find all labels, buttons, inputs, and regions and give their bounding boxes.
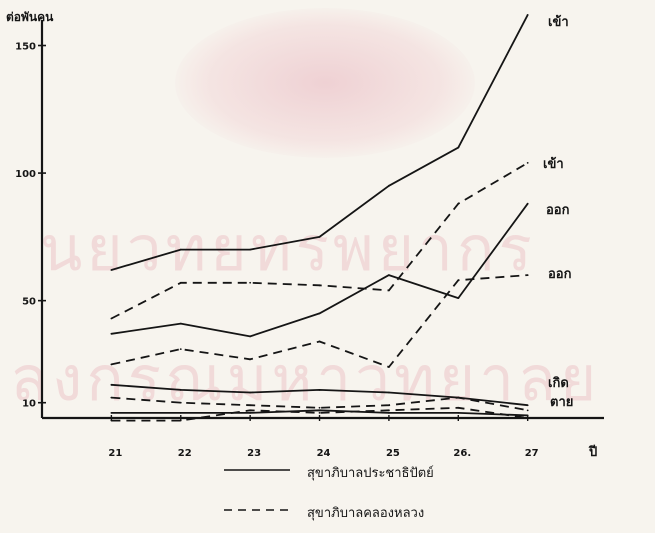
- data-point: [318, 406, 321, 409]
- data-point: [388, 411, 390, 414]
- data-point: [526, 274, 529, 277]
- data-point: [388, 391, 390, 394]
- data-point: [457, 202, 460, 205]
- y-tick-label: 10: [22, 399, 36, 410]
- data-point: [179, 411, 182, 414]
- data-point: [318, 284, 321, 287]
- legend: สุขาภิบาลประชาธิปัตย์ สุขาภิบาลคลองหลวง: [222, 462, 522, 522]
- data-point: [110, 269, 113, 271]
- data-point: [318, 411, 321, 414]
- data-point: [457, 146, 460, 149]
- data-point: [457, 396, 460, 399]
- data-point: [318, 340, 321, 343]
- y-tick-label: 50: [22, 297, 36, 308]
- data-point: [526, 414, 529, 417]
- data-point: [110, 411, 113, 414]
- data-point: [179, 389, 182, 391]
- data-point: [179, 248, 182, 251]
- data-point: [457, 406, 460, 409]
- data-point: [249, 335, 252, 338]
- data-point: [249, 409, 252, 412]
- data-point: [110, 332, 113, 335]
- data-point: [526, 409, 529, 412]
- x-tick-label: 22: [178, 448, 192, 459]
- data-point: [179, 401, 182, 404]
- data-point: [110, 396, 113, 399]
- series-annotation: ออก: [548, 267, 572, 282]
- data-point: [318, 235, 321, 238]
- x-tick-label: 24: [317, 448, 331, 459]
- data-point: [249, 411, 252, 414]
- series-annotation: เข้า: [548, 14, 569, 30]
- data-point: [249, 404, 252, 407]
- data-point: [388, 184, 390, 187]
- data-point: [457, 297, 460, 299]
- legend-label-dashed: สุขาภิบาลคลองหลวง: [307, 506, 425, 521]
- x-tick-label: 21: [108, 448, 122, 459]
- y-axis-title: ต่อพันคน: [6, 10, 54, 24]
- data-point: [179, 281, 182, 284]
- data-point: [110, 383, 113, 386]
- legend-swatch-solid: [224, 469, 290, 471]
- data-point: [526, 202, 529, 205]
- data-point: [249, 391, 252, 394]
- data-point: [526, 161, 529, 164]
- series-annotation: เกิด: [548, 376, 569, 391]
- legend-item-dashed: สุขาภิบาลคลองหลวง: [222, 502, 522, 524]
- data-point: [110, 363, 113, 366]
- x-tick-label: 25: [386, 448, 400, 459]
- x-tick-label: 23: [247, 448, 261, 459]
- data-point: [388, 404, 390, 407]
- data-point: [457, 279, 460, 282]
- data-point: [526, 404, 529, 407]
- data-point: [179, 419, 182, 422]
- y-tick-label: 150: [15, 42, 36, 53]
- watermark-emblem: [175, 8, 475, 158]
- x-tick-label: 26.: [453, 448, 471, 459]
- series-annotation: ออก: [546, 203, 570, 218]
- data-point: [526, 417, 529, 419]
- series-line-0: [111, 14, 529, 271]
- data-point: [179, 322, 182, 325]
- data-point: [318, 409, 321, 412]
- series-line-2: [111, 203, 529, 338]
- data-point: [179, 348, 182, 351]
- series-line-1: [110, 162, 529, 320]
- watermark-text-1: นยวทยทรพยากร: [40, 212, 536, 285]
- data-point: [388, 274, 390, 277]
- data-point: [249, 248, 252, 251]
- data-point: [249, 281, 252, 284]
- data-point: [388, 289, 390, 292]
- data-point: [110, 419, 113, 422]
- series-annotation: ตาย: [550, 395, 573, 410]
- legend-item-solid: สุขาภิบาลประชาธิปัตย์: [222, 462, 522, 484]
- legend-swatch-dashed: [224, 509, 290, 511]
- data-point: [110, 317, 113, 320]
- data-point: [388, 409, 390, 412]
- data-point: [526, 13, 529, 16]
- data-point: [457, 411, 460, 414]
- data-point: [318, 312, 321, 315]
- x-axis-unit: ปี: [589, 445, 598, 460]
- y-tick-label: 100: [15, 169, 36, 180]
- x-tick-label: 27: [525, 448, 539, 459]
- data-point: [249, 358, 252, 361]
- data-point: [388, 366, 390, 368]
- data-point: [318, 389, 321, 391]
- legend-label-solid: สุขาภิบาลประชาธิปัตย์: [307, 466, 434, 481]
- series-annotation: เข้า: [543, 156, 564, 172]
